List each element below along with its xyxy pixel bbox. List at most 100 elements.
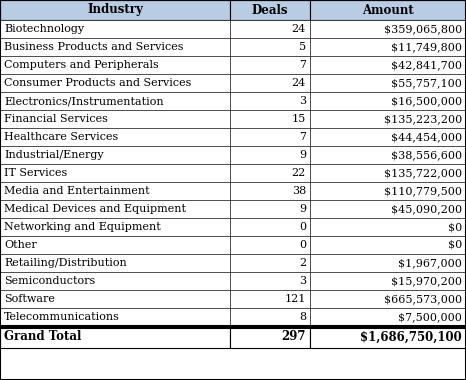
Bar: [0, 182, 230, 200]
Bar: [230, 326, 310, 348]
Bar: [230, 200, 310, 218]
Bar: [0, 56, 230, 74]
Text: $135,722,000: $135,722,000: [384, 168, 462, 178]
Text: 5: 5: [299, 42, 306, 52]
Bar: [310, 164, 466, 182]
Text: $1,967,000: $1,967,000: [398, 258, 462, 268]
Bar: [310, 128, 466, 146]
Bar: [230, 146, 310, 164]
Bar: [0, 164, 230, 182]
Bar: [0, 38, 230, 56]
Bar: [230, 128, 310, 146]
Text: IT Services: IT Services: [4, 168, 67, 178]
Bar: [230, 308, 310, 326]
Text: $0: $0: [448, 222, 462, 232]
Text: Media and Entertainment: Media and Entertainment: [4, 186, 150, 196]
Text: Semiconductors: Semiconductors: [4, 276, 95, 286]
Text: $7,500,000: $7,500,000: [398, 312, 462, 322]
Bar: [0, 272, 230, 290]
Text: 7: 7: [299, 132, 306, 142]
Text: 24: 24: [292, 24, 306, 34]
Bar: [310, 308, 466, 326]
Text: Healthcare Services: Healthcare Services: [4, 132, 118, 142]
Bar: [230, 236, 310, 254]
Text: 9: 9: [299, 150, 306, 160]
Bar: [310, 272, 466, 290]
Bar: [310, 254, 466, 272]
Text: Electronics/Instrumentation: Electronics/Instrumentation: [4, 96, 164, 106]
Text: 9: 9: [299, 204, 306, 214]
Bar: [310, 56, 466, 74]
Bar: [230, 38, 310, 56]
Bar: [230, 254, 310, 272]
Text: Software: Software: [4, 294, 55, 304]
Bar: [230, 272, 310, 290]
Text: $11,749,800: $11,749,800: [391, 42, 462, 52]
Text: $55,757,100: $55,757,100: [391, 78, 462, 88]
Bar: [0, 236, 230, 254]
Bar: [0, 218, 230, 236]
Bar: [0, 74, 230, 92]
Text: 22: 22: [292, 168, 306, 178]
Bar: [230, 110, 310, 128]
Bar: [0, 146, 230, 164]
Text: 297: 297: [281, 331, 306, 344]
Text: $42,841,700: $42,841,700: [391, 60, 462, 70]
Text: $45,090,200: $45,090,200: [391, 204, 462, 214]
Text: $15,970,200: $15,970,200: [391, 276, 462, 286]
Bar: [230, 290, 310, 308]
Bar: [230, 92, 310, 110]
Text: $135,223,200: $135,223,200: [384, 114, 462, 124]
Text: $38,556,600: $38,556,600: [391, 150, 462, 160]
Text: Telecommunications: Telecommunications: [4, 312, 120, 322]
Bar: [0, 308, 230, 326]
Text: $44,454,000: $44,454,000: [391, 132, 462, 142]
Text: $16,500,000: $16,500,000: [391, 96, 462, 106]
Text: Retailing/Distribution: Retailing/Distribution: [4, 258, 127, 268]
Bar: [310, 290, 466, 308]
Text: 3: 3: [299, 276, 306, 286]
Text: Computers and Peripherals: Computers and Peripherals: [4, 60, 159, 70]
Text: Medical Devices and Equipment: Medical Devices and Equipment: [4, 204, 186, 214]
Bar: [230, 164, 310, 182]
Bar: [0, 326, 230, 348]
Text: Business Products and Services: Business Products and Services: [4, 42, 184, 52]
Bar: [310, 146, 466, 164]
Bar: [230, 182, 310, 200]
Bar: [310, 236, 466, 254]
Bar: [310, 218, 466, 236]
Text: Consumer Products and Services: Consumer Products and Services: [4, 78, 192, 88]
Text: 0: 0: [299, 240, 306, 250]
Bar: [230, 218, 310, 236]
Text: Industry: Industry: [87, 3, 143, 16]
Text: $0: $0: [448, 240, 462, 250]
Bar: [0, 92, 230, 110]
Bar: [310, 326, 466, 348]
Text: $665,573,000: $665,573,000: [384, 294, 462, 304]
Text: 121: 121: [285, 294, 306, 304]
Text: Deals: Deals: [252, 3, 288, 16]
Text: $359,065,800: $359,065,800: [384, 24, 462, 34]
Bar: [310, 110, 466, 128]
Text: 0: 0: [299, 222, 306, 232]
Text: Industrial/Energy: Industrial/Energy: [4, 150, 103, 160]
Bar: [230, 56, 310, 74]
Bar: [310, 92, 466, 110]
Bar: [0, 200, 230, 218]
Bar: [310, 20, 466, 38]
Text: Grand Total: Grand Total: [4, 331, 82, 344]
Bar: [230, 0, 310, 20]
Bar: [0, 0, 230, 20]
Text: 3: 3: [299, 96, 306, 106]
Text: 24: 24: [292, 78, 306, 88]
Text: 7: 7: [299, 60, 306, 70]
Text: Other: Other: [4, 240, 37, 250]
Bar: [230, 74, 310, 92]
Bar: [0, 20, 230, 38]
Bar: [310, 182, 466, 200]
Bar: [310, 74, 466, 92]
Text: Biotechnology: Biotechnology: [4, 24, 84, 34]
Bar: [310, 38, 466, 56]
Bar: [0, 110, 230, 128]
Text: Amount: Amount: [362, 3, 414, 16]
